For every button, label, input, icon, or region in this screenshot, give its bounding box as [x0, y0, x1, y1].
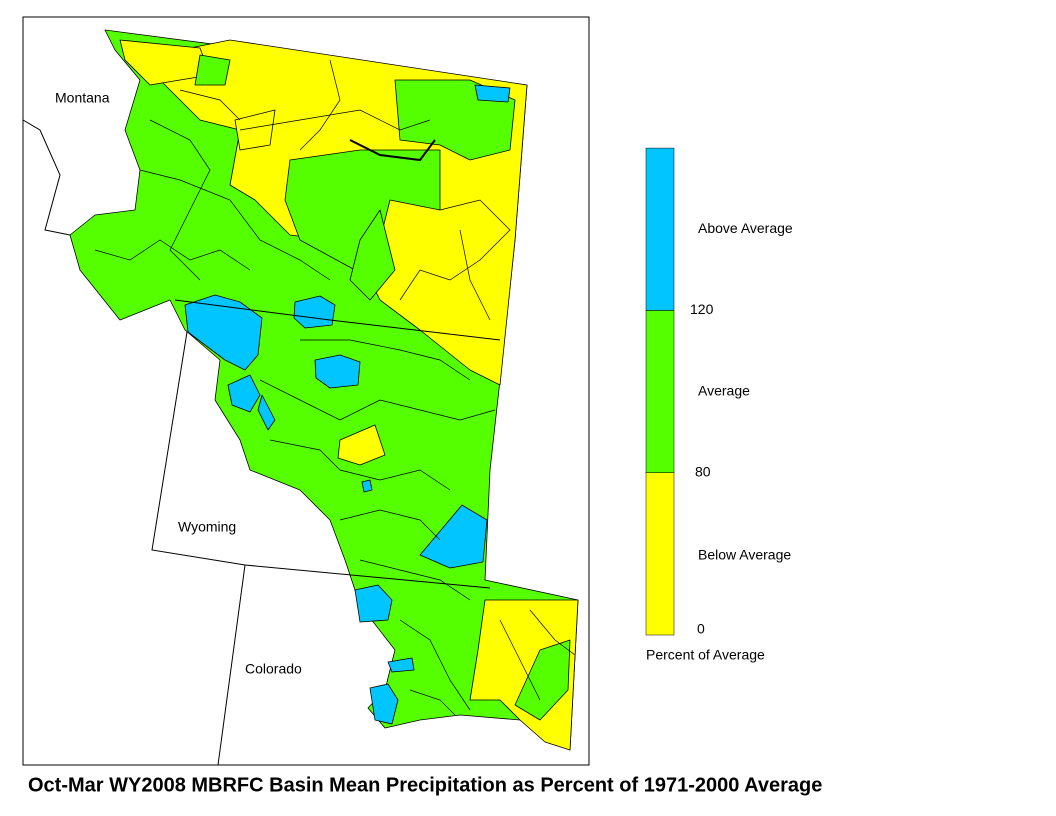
state-label: Colorado	[245, 661, 302, 677]
legend-label: Average	[698, 382, 750, 398]
legend-swatch	[645, 472, 675, 636]
state-label: Montana	[55, 90, 110, 106]
legend-title: Percent of Average	[646, 647, 765, 663]
average-basins	[194, 54, 571, 721]
legend: Below Average Average Above Average 0 80 120 P…	[645, 147, 793, 663]
map-caption: Oct-Mar WY2008 MBRFC Basin Mean Precipit…	[28, 774, 822, 796]
legend-tick-label: 120	[690, 301, 714, 317]
state-boundaries	[22, 119, 501, 766]
legend-label: Above Average	[698, 220, 793, 236]
basin-boundaries	[94, 59, 576, 716]
legend-tick-label: 80	[695, 463, 711, 479]
legend-swatch	[645, 310, 675, 473]
legend-tick-label: 0	[697, 621, 705, 637]
above-average-basins	[184, 84, 511, 725]
legend-swatch	[645, 147, 675, 311]
legend-label: Below Average	[698, 547, 791, 563]
state-label: Wyoming	[178, 519, 236, 535]
map: Montana Wyoming Colorado	[22, 16, 590, 766]
